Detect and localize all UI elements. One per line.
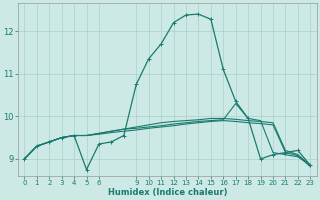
- X-axis label: Humidex (Indice chaleur): Humidex (Indice chaleur): [108, 188, 227, 197]
